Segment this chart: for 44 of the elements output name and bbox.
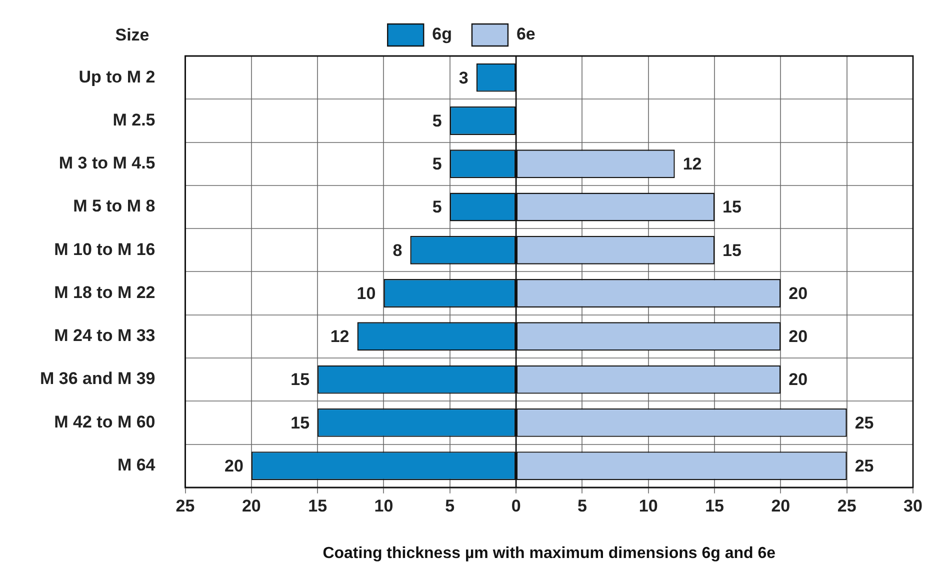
data-label: 15	[290, 370, 310, 390]
data-label: 25	[854, 413, 874, 432]
data-label: 20	[788, 327, 808, 346]
x-tick-label: 30	[904, 496, 922, 516]
x-tick-label: 20	[242, 496, 261, 516]
data-label: 12	[682, 154, 702, 174]
y-tick-label: M 64	[117, 456, 156, 475]
data-label: 3	[458, 68, 468, 88]
data-label: 20	[788, 370, 808, 390]
y-tick-label: M 36 and M 39	[40, 369, 156, 388]
y-axis-title: Size	[115, 26, 150, 45]
x-tick-label: 0	[511, 496, 521, 516]
data-label: 5	[432, 154, 442, 174]
legend-label: 6g	[432, 24, 452, 44]
x-axis-title: Coating thickness µm with maximum dimensions 6g and 6e	[322, 544, 776, 562]
y-tick-label: Up to M 2	[78, 67, 156, 86]
y-tick-label: M 3 to M 4.5	[58, 154, 156, 173]
y-tick-label: M 24 to M 33	[54, 326, 156, 346]
data-label: 15	[290, 413, 310, 432]
x-tick-label: 5	[577, 496, 587, 516]
data-label: 10	[356, 284, 376, 303]
data-label: 12	[330, 327, 350, 346]
y-tick-label: M 42 to M 60	[54, 412, 156, 432]
x-tick-label: 5	[445, 496, 455, 516]
data-label: 5	[432, 198, 442, 217]
data-label: 25	[854, 456, 874, 476]
x-tick-label: 10	[638, 496, 658, 516]
x-tick-label: 25	[837, 496, 856, 516]
x-tick-label: 10	[374, 496, 394, 516]
y-tick-label: M 10 to M 16	[54, 240, 156, 259]
data-label: 20	[224, 456, 244, 476]
x-tick-label: 15	[705, 496, 724, 516]
legend-label: 6e	[516, 24, 536, 44]
data-label: 8	[392, 240, 402, 260]
x-tick-label: 20	[771, 496, 790, 516]
x-tick-label: 25	[176, 496, 195, 516]
data-label: 20	[788, 284, 808, 303]
data-label: 15	[722, 240, 742, 260]
x-tick-label: 15	[308, 496, 328, 516]
data-label: 5	[432, 111, 442, 130]
y-tick-label: M 2.5	[112, 110, 156, 130]
y-tick-label: M 18 to M 22	[54, 282, 156, 302]
data-label: 15	[722, 198, 742, 217]
y-tick-label: M 5 to M 8	[73, 196, 156, 216]
